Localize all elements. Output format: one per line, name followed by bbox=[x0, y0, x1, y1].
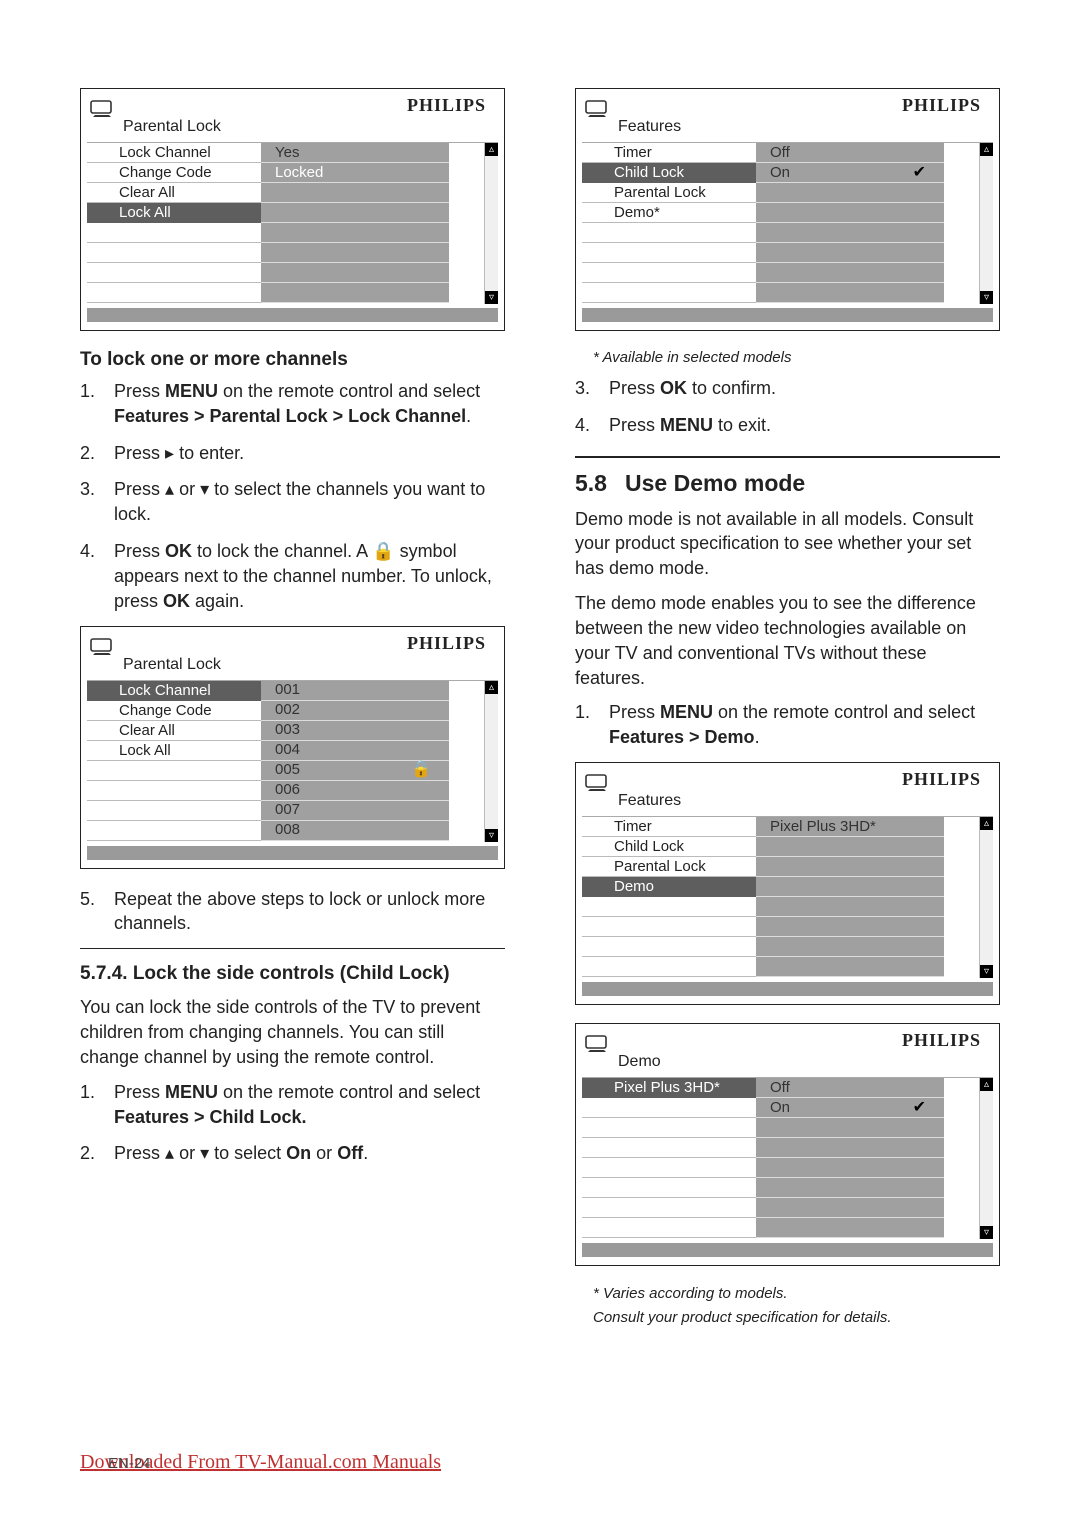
lock-icon: 🔒 bbox=[372, 541, 394, 561]
menu-item: Timer bbox=[582, 817, 756, 837]
osd-scrollbar bbox=[979, 1078, 993, 1239]
menu-item: Change Code bbox=[87, 163, 261, 183]
menu-item: Parental Lock bbox=[582, 183, 756, 203]
paragraph-child-lock: You can lock the side controls of the TV… bbox=[80, 995, 505, 1069]
brand-logo: PHILIPS bbox=[407, 95, 492, 116]
menu-value: Pixel Plus 3HD* bbox=[756, 817, 944, 837]
paragraph-demo-2: The demo mode enables you to see the dif… bbox=[575, 591, 1000, 690]
steps-confirm: Press OK to confirm. Press MENU to exit. bbox=[575, 376, 1000, 438]
step-3: Press OK to confirm. bbox=[575, 376, 1000, 401]
osd-scrollbar bbox=[979, 143, 993, 304]
tv-icon bbox=[89, 99, 115, 124]
menu-item: Clear All bbox=[87, 721, 261, 741]
heading-demo-mode: 5.8Use Demo mode bbox=[575, 456, 1000, 497]
up-arrow-icon: ▴ bbox=[165, 479, 174, 499]
menu-item: Pixel Plus 3HD* bbox=[582, 1078, 756, 1098]
menu-item: Clear All bbox=[87, 183, 261, 203]
menu-value: On✔ bbox=[756, 1098, 944, 1118]
step-2: Press ▴ or ▾ to select On or Off. bbox=[80, 1141, 505, 1166]
menu-value: Yes bbox=[261, 143, 449, 163]
step-4: Press MENU to exit. bbox=[575, 413, 1000, 438]
menu-value: 005🔒 bbox=[261, 761, 449, 781]
menu-item: Lock Channel bbox=[87, 143, 261, 163]
osd-parental-lock-1: PHILIPS Parental Lock Lock ChannelYes Ch… bbox=[80, 88, 505, 331]
osd-demo-pixelplus: PHILIPS Demo Pixel Plus 3HD*Off On✔ bbox=[575, 1023, 1000, 1266]
lock-icon: 🔒 bbox=[411, 760, 449, 780]
steps-repeat: Repeat the above steps to lock or unlock… bbox=[80, 887, 505, 937]
osd-scrollbar bbox=[484, 681, 498, 842]
note-varies-1: * Varies according to models. bbox=[593, 1284, 1000, 1304]
step-3: Press ▴ or ▾ to select the channels you … bbox=[80, 477, 505, 527]
osd-parental-lock-2: PHILIPS Parental Lock Lock Channel001 Ch… bbox=[80, 626, 505, 869]
menu-item: Lock All bbox=[87, 203, 261, 223]
heading-lock-channels: To lock one or more channels bbox=[80, 349, 505, 371]
paragraph-demo-1: Demo mode is not available in all models… bbox=[575, 507, 1000, 581]
right-arrow-icon: ▸ bbox=[165, 443, 174, 463]
step-1: Press MENU on the remote control and sel… bbox=[575, 700, 1000, 750]
page-footer: Downloaded From TV-Manual.com Manuals EN… bbox=[80, 1451, 441, 1474]
menu-value: 004 bbox=[261, 741, 449, 761]
step-1: Press MENU on the remote control and sel… bbox=[80, 379, 505, 429]
up-arrow-icon: ▴ bbox=[165, 1143, 174, 1163]
osd-title: Parental Lock bbox=[87, 118, 498, 140]
menu-item: Child Lock bbox=[582, 837, 756, 857]
osd-features-demo: PHILIPS Features TimerPixel Plus 3HD* Ch… bbox=[575, 762, 1000, 1005]
steps-demo: Press MENU on the remote control and sel… bbox=[575, 700, 1000, 750]
menu-item: Parental Lock bbox=[582, 857, 756, 877]
note-varies-2: Consult your product specification for d… bbox=[593, 1308, 1000, 1328]
menu-item: Lock Channel bbox=[87, 681, 261, 701]
heading-child-lock: 5.7.4. Lock the side controls (Child Loc… bbox=[80, 948, 505, 985]
check-icon: ✔ bbox=[913, 163, 944, 183]
osd-title: Features bbox=[582, 792, 993, 814]
menu-value: Off bbox=[756, 1078, 944, 1098]
tv-icon bbox=[584, 1034, 610, 1059]
brand-logo: PHILIPS bbox=[902, 769, 987, 790]
menu-value: Locked bbox=[261, 163, 449, 183]
tv-icon bbox=[89, 637, 115, 662]
menu-item: Child Lock bbox=[582, 163, 756, 183]
menu-item: Lock All bbox=[87, 741, 261, 761]
step-1: Press MENU on the remote control and sel… bbox=[80, 1080, 505, 1130]
tv-icon bbox=[584, 773, 610, 798]
page-number: EN-24 bbox=[108, 1455, 151, 1472]
osd-scrollbar bbox=[484, 143, 498, 304]
brand-logo: PHILIPS bbox=[902, 1030, 987, 1051]
menu-value: On✔ bbox=[756, 163, 944, 183]
menu-value: 007 bbox=[261, 801, 449, 821]
osd-title: Parental Lock bbox=[87, 656, 498, 678]
osd-scrollbar bbox=[979, 817, 993, 978]
step-5: Repeat the above steps to lock or unlock… bbox=[80, 887, 505, 937]
osd-features-childlock: PHILIPS Features TimerOff Child LockOn✔ … bbox=[575, 88, 1000, 331]
down-arrow-icon: ▾ bbox=[200, 1143, 209, 1163]
menu-value: Off bbox=[756, 143, 944, 163]
menu-value: 001 bbox=[261, 681, 449, 701]
note-available: * Available in selected models bbox=[593, 349, 1000, 366]
menu-value: 002 bbox=[261, 701, 449, 721]
tv-icon bbox=[584, 99, 610, 124]
menu-item: Timer bbox=[582, 143, 756, 163]
check-icon: ✔ bbox=[913, 1098, 944, 1118]
menu-value: 008 bbox=[261, 821, 449, 841]
steps-child-lock: Press MENU on the remote control and sel… bbox=[80, 1080, 505, 1166]
menu-item: Demo* bbox=[582, 203, 756, 223]
menu-value: 006 bbox=[261, 781, 449, 801]
brand-logo: PHILIPS bbox=[407, 633, 492, 654]
menu-item: Demo bbox=[582, 877, 756, 897]
osd-title: Demo bbox=[582, 1053, 993, 1075]
step-2: Press ▸ to enter. bbox=[80, 441, 505, 466]
brand-logo: PHILIPS bbox=[902, 95, 987, 116]
steps-lock-channels: Press MENU on the remote control and sel… bbox=[80, 379, 505, 614]
menu-value: 003 bbox=[261, 721, 449, 741]
menu-item: Change Code bbox=[87, 701, 261, 721]
step-4: Press OK to lock the channel. A 🔒 symbol… bbox=[80, 539, 505, 613]
down-arrow-icon: ▾ bbox=[200, 479, 209, 499]
osd-title: Features bbox=[582, 118, 993, 140]
